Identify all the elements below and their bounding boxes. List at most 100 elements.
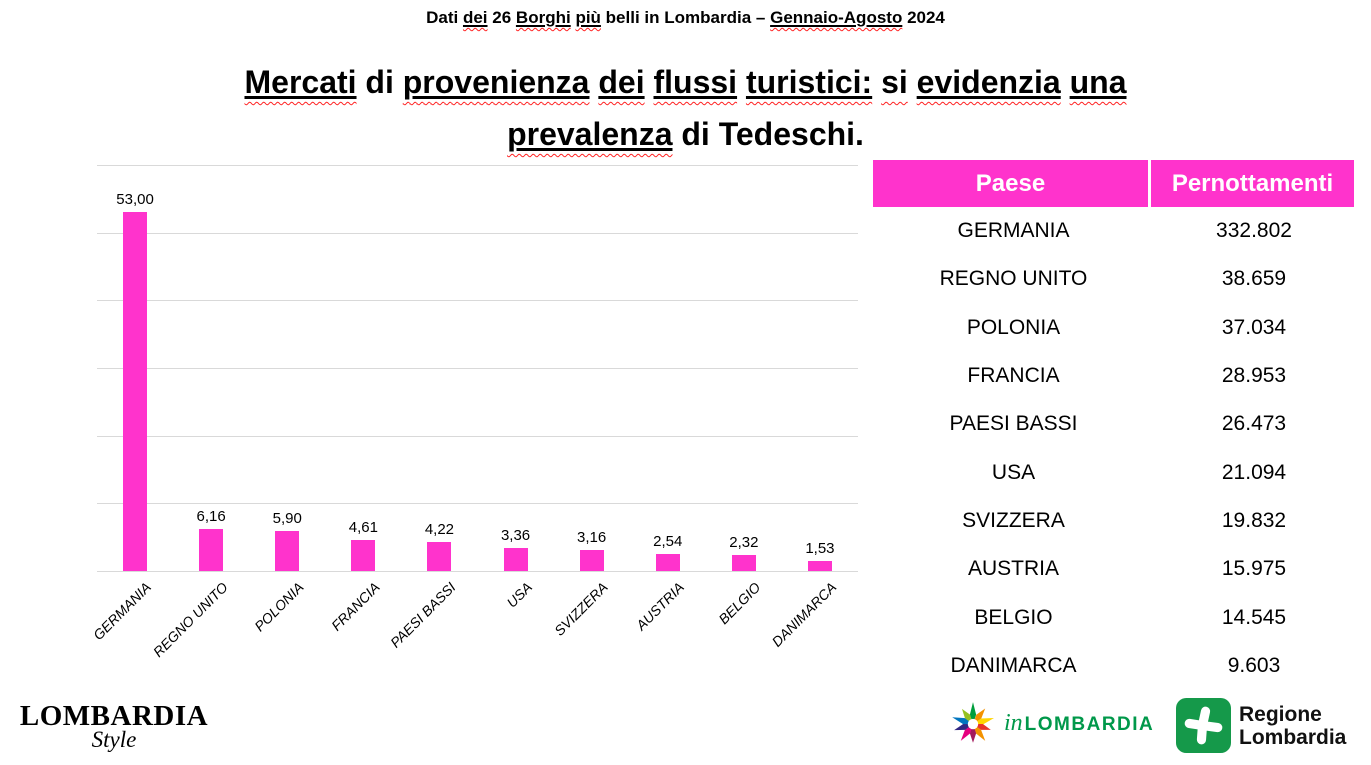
bar-svizzera xyxy=(579,549,604,571)
rosa-camuna-icon xyxy=(1176,698,1231,753)
title-word: Lombardia xyxy=(664,8,752,27)
category-label: POLONIA xyxy=(251,579,307,635)
table-row: AUSTRIA 15.975 xyxy=(873,545,1354,593)
table-header-paese: Paese xyxy=(873,160,1151,207)
pernottamenti-table: Paese Pernottamenti GERMANIA 332.802 REGNO… xyxy=(873,160,1354,690)
cell-paese: FRANCIA xyxy=(967,364,1060,388)
page-title: Mercati di provenienza dei flussi turist… xyxy=(0,56,1371,160)
bar-value-label: 53,00 xyxy=(116,191,154,209)
page-title-line-2: prevalenza di Tedeschi. xyxy=(0,108,1371,160)
inlombardia-logo: in LOMBARDIA xyxy=(948,698,1154,748)
table-row: FRANCIA 28.953 xyxy=(873,352,1354,400)
inlombardia-prefix: in xyxy=(1004,709,1023,736)
bar-chart: 53,00 GERMANIA 6,16 REGNO UNITO 5,90 POLONIA 4… xyxy=(90,160,858,690)
cell-pernottamenti: 38.659 xyxy=(1221,267,1287,291)
bar-regno-unito xyxy=(199,529,224,571)
lombardia-style-subtitle: Style xyxy=(91,727,137,752)
cell-paese: DANIMARCA xyxy=(950,653,1077,677)
cell-pernottamenti: 9.603 xyxy=(1227,653,1281,677)
inlombardia-name: LOMBARDIA xyxy=(1024,713,1155,735)
inlombardia-star-icon xyxy=(952,702,995,743)
title-word: turistici: xyxy=(745,64,873,100)
bar-polonia xyxy=(275,531,300,571)
title-word: dei xyxy=(462,8,488,27)
title-word: Mercati xyxy=(244,64,357,100)
title-word: flussi xyxy=(653,64,738,100)
table-row: USA 21.094 xyxy=(873,448,1354,496)
category-label: BELGIO xyxy=(714,579,764,628)
table-row: POLONIA 37.034 xyxy=(873,304,1354,352)
cell-paese: REGNO UNITO xyxy=(939,267,1088,291)
title-word: Gennaio-Agosto xyxy=(770,8,903,27)
cell-paese: SVIZZERA xyxy=(962,508,1065,532)
table-row: GERMANIA 332.802 xyxy=(873,207,1354,255)
bar-value-label: 2,54 xyxy=(653,532,683,550)
title-word: 2024 xyxy=(907,8,945,27)
title-word: più xyxy=(575,8,601,27)
bar-usa xyxy=(503,548,528,571)
category-label: GERMANIA xyxy=(90,579,155,644)
category-label: PAESI BASSI xyxy=(387,579,459,651)
gridline xyxy=(97,232,858,234)
category-label: FRANCIA xyxy=(327,579,383,634)
cell-paese: AUSTRIA xyxy=(967,557,1059,581)
cell-pernottamenti: 26.473 xyxy=(1221,412,1287,436)
table-row: BELGIO 14.545 xyxy=(873,593,1354,641)
cell-pernottamenti: 28.953 xyxy=(1221,364,1287,388)
cell-pernottamenti: 332.802 xyxy=(1216,219,1292,243)
cell-paese: GERMANIA xyxy=(957,219,1070,243)
cell-pernottamenti: 19.832 xyxy=(1221,508,1287,532)
page-title-line-1: Mercati di provenienza dei flussi turist… xyxy=(0,56,1371,108)
gridline xyxy=(97,503,858,505)
bar-austria xyxy=(655,553,680,571)
title-word: prevalenza xyxy=(507,116,673,152)
title-word: si xyxy=(881,64,908,100)
regione-lombardia-wordmark: Regione Lombardia xyxy=(1239,703,1346,749)
title-word: – xyxy=(755,8,766,27)
bar-value-label: 2,32 xyxy=(729,534,759,552)
title-word: Borghi xyxy=(515,8,571,27)
category-label: SVIZZERA xyxy=(551,579,611,639)
table-row: PAESI BASSI 26.473 xyxy=(873,400,1354,448)
regione-line: Regione xyxy=(1239,702,1322,726)
cell-pernottamenti: 37.034 xyxy=(1221,315,1287,339)
title-word: di xyxy=(681,116,710,152)
title-word: in xyxy=(644,8,660,27)
bar-value-label: 1,53 xyxy=(805,539,835,557)
category-label: USA xyxy=(503,579,535,611)
gridline xyxy=(97,165,858,166)
table-header-row: Paese Pernottamenti xyxy=(873,160,1354,207)
title-word: Tedeschi. xyxy=(718,116,864,152)
cell-pernottamenti: 14.545 xyxy=(1221,605,1287,629)
bar-value-label: 5,90 xyxy=(272,510,302,528)
cell-pernottamenti: 21.094 xyxy=(1221,460,1287,484)
title-word: di xyxy=(365,64,394,100)
cell-pernottamenti: 15.975 xyxy=(1221,557,1287,581)
bar-value-label: 6,16 xyxy=(196,508,226,526)
regione-lombardia-logo: Regione Lombardia xyxy=(1176,698,1346,753)
category-label: DANIMARCA xyxy=(768,579,840,650)
bar-paesi-bassi xyxy=(427,542,452,571)
lombardia-line: Lombardia xyxy=(1239,725,1347,749)
bar-value-label: 4,22 xyxy=(424,521,455,539)
title-word: provenienza xyxy=(402,64,590,100)
bar-value-label: 4,61 xyxy=(348,518,378,536)
table-row: SVIZZERA 19.832 xyxy=(873,497,1354,545)
category-label: REGNO UNITO xyxy=(149,579,231,660)
lombardia-style-wordmark: LOMBARDIA xyxy=(19,700,209,732)
cell-paese: BELGIO xyxy=(974,605,1053,629)
cell-paese: USA xyxy=(991,460,1036,484)
gridline xyxy=(97,368,858,369)
lombardia-style-logo: LOMBARDIA Style xyxy=(18,700,210,753)
title-word: evidenzia xyxy=(916,64,1061,100)
gridline xyxy=(97,435,858,437)
bar-danimarca xyxy=(807,560,832,571)
title-word: una xyxy=(1069,64,1127,100)
header-note: Dati dei 26 Borghi più belli in Lombardi… xyxy=(0,8,1371,28)
bar-value-label: 3,16 xyxy=(577,528,607,546)
gridline xyxy=(97,571,858,572)
bar-germania xyxy=(123,212,148,571)
category-label: AUSTRIA xyxy=(632,579,688,634)
title-word: 26 xyxy=(492,8,512,27)
